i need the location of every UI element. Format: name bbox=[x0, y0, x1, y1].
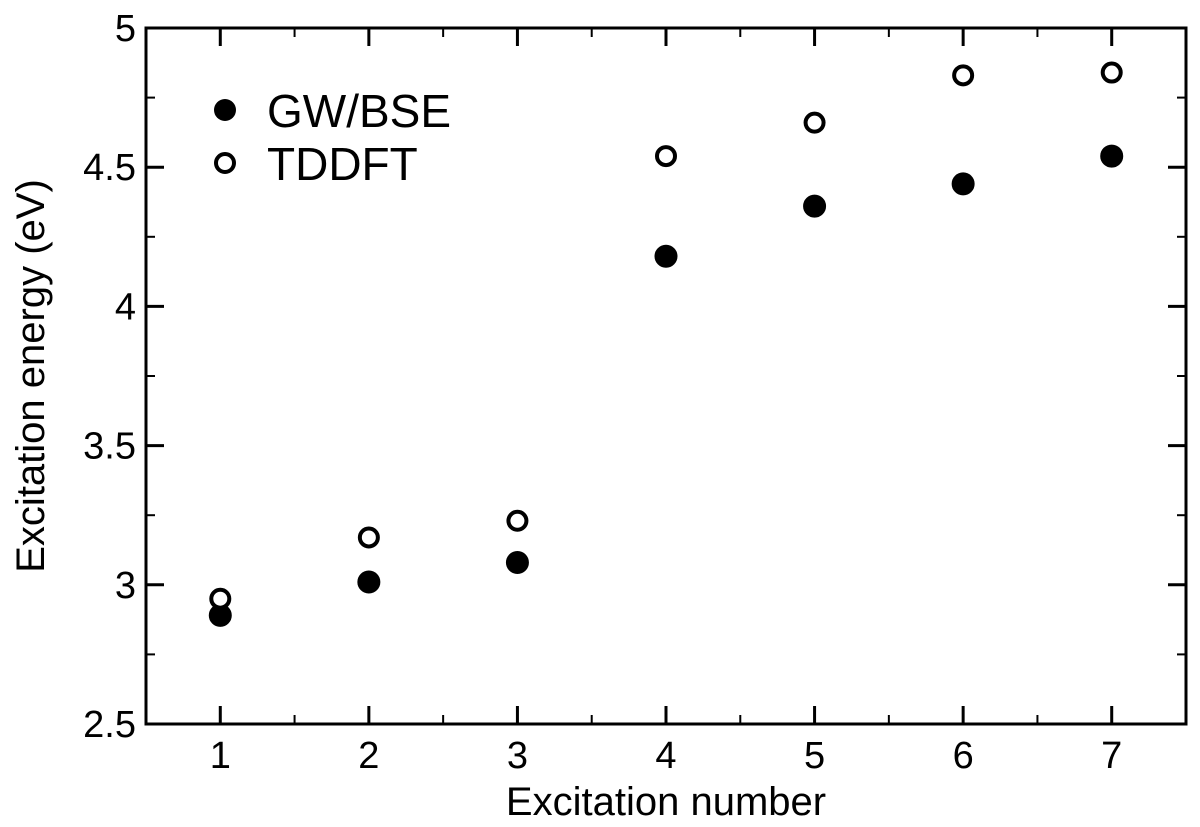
legend: GW/BSE TDDFT bbox=[214, 85, 451, 190]
point-tddft bbox=[209, 587, 232, 610]
x-tick-label: 4 bbox=[655, 735, 676, 777]
point-tddft bbox=[952, 64, 975, 87]
y-axis-label: Excitation energy (eV) bbox=[9, 179, 53, 573]
axis-tick-labels: 1 2 3 4 5 6 7 2.5 3 3.5 4 4.5 5 bbox=[83, 8, 1122, 777]
x-axis-label: Excitation number bbox=[506, 780, 826, 824]
data-points bbox=[208, 61, 1124, 627]
legend-marker-tddft bbox=[214, 152, 236, 174]
y-tick-label: 4.5 bbox=[83, 147, 136, 189]
point-gw-bse bbox=[357, 570, 381, 594]
point-gw-bse bbox=[1100, 144, 1124, 168]
y-tick-label: 5 bbox=[115, 8, 136, 50]
x-tick-label: 7 bbox=[1101, 735, 1122, 777]
point-tddft bbox=[506, 509, 529, 532]
point-tddft bbox=[803, 111, 826, 134]
x-tick-label: 2 bbox=[358, 735, 379, 777]
point-tddft bbox=[357, 526, 380, 549]
legend-marker-gw-bse bbox=[214, 99, 236, 121]
y-tick-label: 4 bbox=[115, 286, 136, 328]
y-tick-label: 3 bbox=[115, 565, 136, 607]
point-tddft bbox=[1100, 61, 1123, 84]
point-gw-bse bbox=[803, 194, 827, 218]
x-tick-label: 3 bbox=[507, 735, 528, 777]
point-tddft bbox=[655, 145, 677, 168]
legend-label-tddft: TDDFT bbox=[267, 138, 418, 190]
point-gw-bse bbox=[654, 244, 678, 268]
y-tick-label: 2.5 bbox=[83, 704, 136, 746]
point-gw-bse bbox=[505, 551, 529, 575]
x-tick-label: 1 bbox=[210, 735, 231, 777]
point-gw-bse bbox=[951, 172, 975, 196]
y-tick-label: 3.5 bbox=[83, 426, 136, 468]
legend-label-gw-bse: GW/BSE bbox=[267, 85, 451, 137]
x-tick-label: 6 bbox=[953, 735, 974, 777]
axis-ticks bbox=[146, 26, 1186, 726]
x-tick-label: 5 bbox=[804, 735, 825, 777]
